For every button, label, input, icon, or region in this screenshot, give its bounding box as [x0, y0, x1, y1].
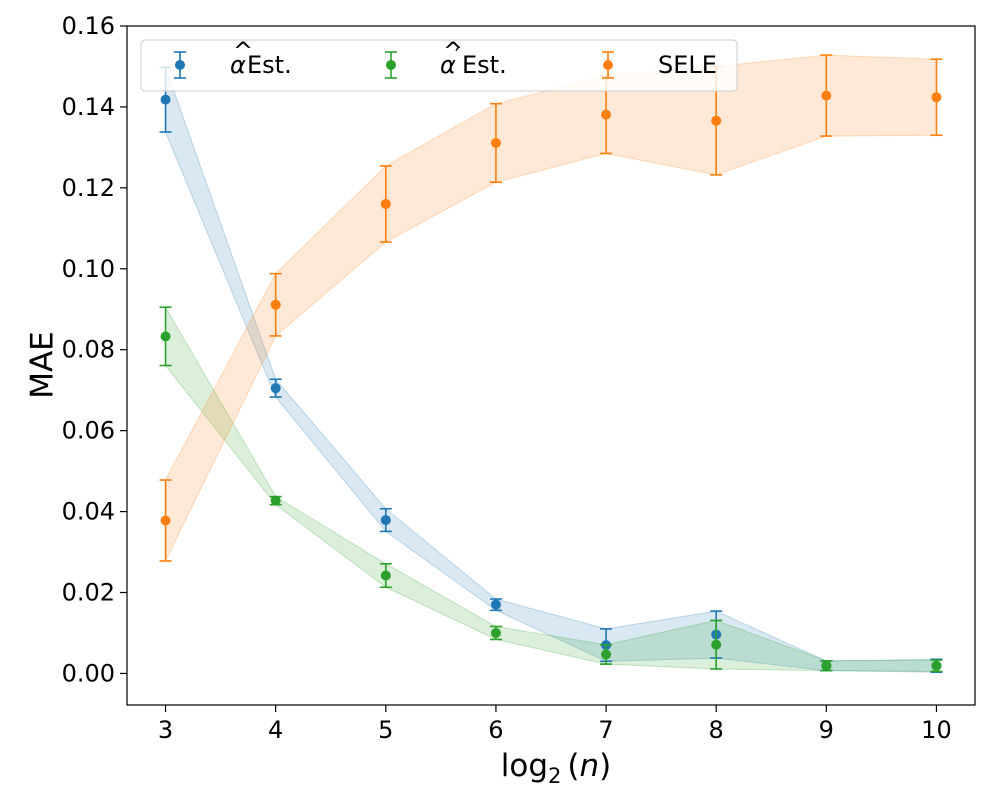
legend-label-text: Est. — [462, 51, 507, 79]
data-point-series-1 — [601, 649, 612, 660]
data-point-series-1 — [821, 660, 832, 671]
x-tick-label: 5 — [378, 716, 393, 744]
data-point-series-2 — [160, 515, 171, 526]
legend: α^ Est. α^′ Est. SELE — [140, 37, 738, 92]
legend-label-prime: ′ — [455, 42, 460, 70]
y-tick-label: 0.00 — [62, 659, 115, 687]
error-bands — [165, 54, 937, 673]
x-axis-title-open-paren: ( — [567, 748, 579, 784]
x-tick-label: 8 — [709, 716, 724, 744]
error-band-2 — [165, 54, 937, 562]
y-tick-label: 0.16 — [62, 12, 115, 40]
data-point-series-0 — [160, 94, 171, 105]
x-tick-label: 7 — [598, 716, 613, 744]
x-tick-label: 10 — [921, 716, 952, 744]
data-point-series-2 — [601, 109, 612, 120]
y-tick-label: 0.04 — [62, 498, 115, 526]
legend-label-text: Est. — [247, 51, 292, 79]
legend-label-symbol: α — [230, 51, 246, 79]
legend-label-hat: ^ — [233, 37, 253, 65]
legend-marker — [603, 60, 613, 70]
x-axis-title: log2 (n) — [501, 748, 612, 788]
data-point-series-2 — [490, 137, 501, 148]
y-tick-label: 0.06 — [62, 417, 115, 445]
x-axis-title-n: n — [579, 748, 599, 784]
axes-frame — [126, 25, 976, 706]
legend-box — [140, 39, 738, 92]
legend-label-symbol: α — [440, 51, 456, 79]
x-axis-title-log: log — [501, 748, 548, 784]
y-tick-label: 0.14 — [62, 93, 115, 121]
data-point-series-0 — [270, 383, 281, 394]
legend-marker — [386, 60, 396, 70]
y-tick-label: 0.10 — [62, 255, 115, 283]
data-point-series-2 — [931, 92, 942, 103]
plot-area-border — [126, 25, 976, 706]
data-point-series-2 — [711, 115, 722, 126]
data-point-series-1 — [931, 660, 942, 671]
x-axis: 3 4 5 6 7 8 9 10 — [158, 705, 952, 744]
data-point-series-1 — [711, 639, 722, 650]
data-point-series-1 — [490, 627, 501, 638]
x-axis-title-base: 2 — [548, 764, 561, 788]
x-tick-label: 3 — [158, 716, 173, 744]
y-tick-label: 0.02 — [62, 579, 115, 607]
x-tick-label: 6 — [488, 716, 503, 744]
data-point-series-0 — [490, 599, 501, 610]
x-axis-title-close-paren: ) — [599, 748, 611, 784]
legend-label-text: SELE — [658, 51, 717, 79]
data-point-series-1 — [270, 495, 281, 506]
data-point-series-1 — [160, 331, 171, 342]
y-tick-label: 0.08 — [62, 336, 115, 364]
legend-marker — [175, 60, 185, 70]
data-point-series-0 — [380, 515, 391, 526]
data-point-series-2 — [821, 90, 832, 101]
x-tick-label: 9 — [819, 716, 834, 744]
y-tick-label: 0.12 — [62, 174, 115, 202]
data-point-series-1 — [380, 570, 391, 581]
y-axis: 0.00 0.02 0.04 0.06 0.08 0.10 0.12 0.14 0.16 — [62, 12, 127, 687]
legend-label-hat: ^ — [443, 37, 463, 65]
y-axis-title: MAE — [25, 331, 61, 399]
x-tick-label: 4 — [268, 716, 283, 744]
data-point-series-2 — [270, 299, 281, 310]
data-point-series-2 — [380, 199, 391, 210]
